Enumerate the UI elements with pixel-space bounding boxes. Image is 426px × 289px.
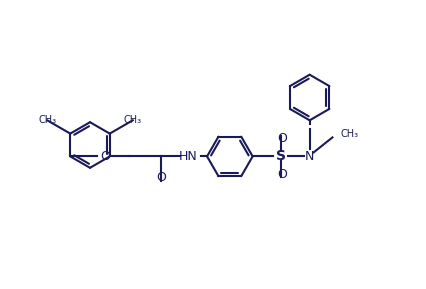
Text: O: O [100,150,109,163]
Text: HN: HN [178,150,197,163]
Text: O: O [276,131,286,144]
Text: CH₃: CH₃ [38,115,56,125]
Text: O: O [156,171,166,184]
Text: S: S [276,149,285,163]
Text: O: O [276,168,286,181]
Text: CH₃: CH₃ [124,115,141,125]
Text: N: N [304,150,314,163]
Text: CH₃: CH₃ [340,129,358,139]
